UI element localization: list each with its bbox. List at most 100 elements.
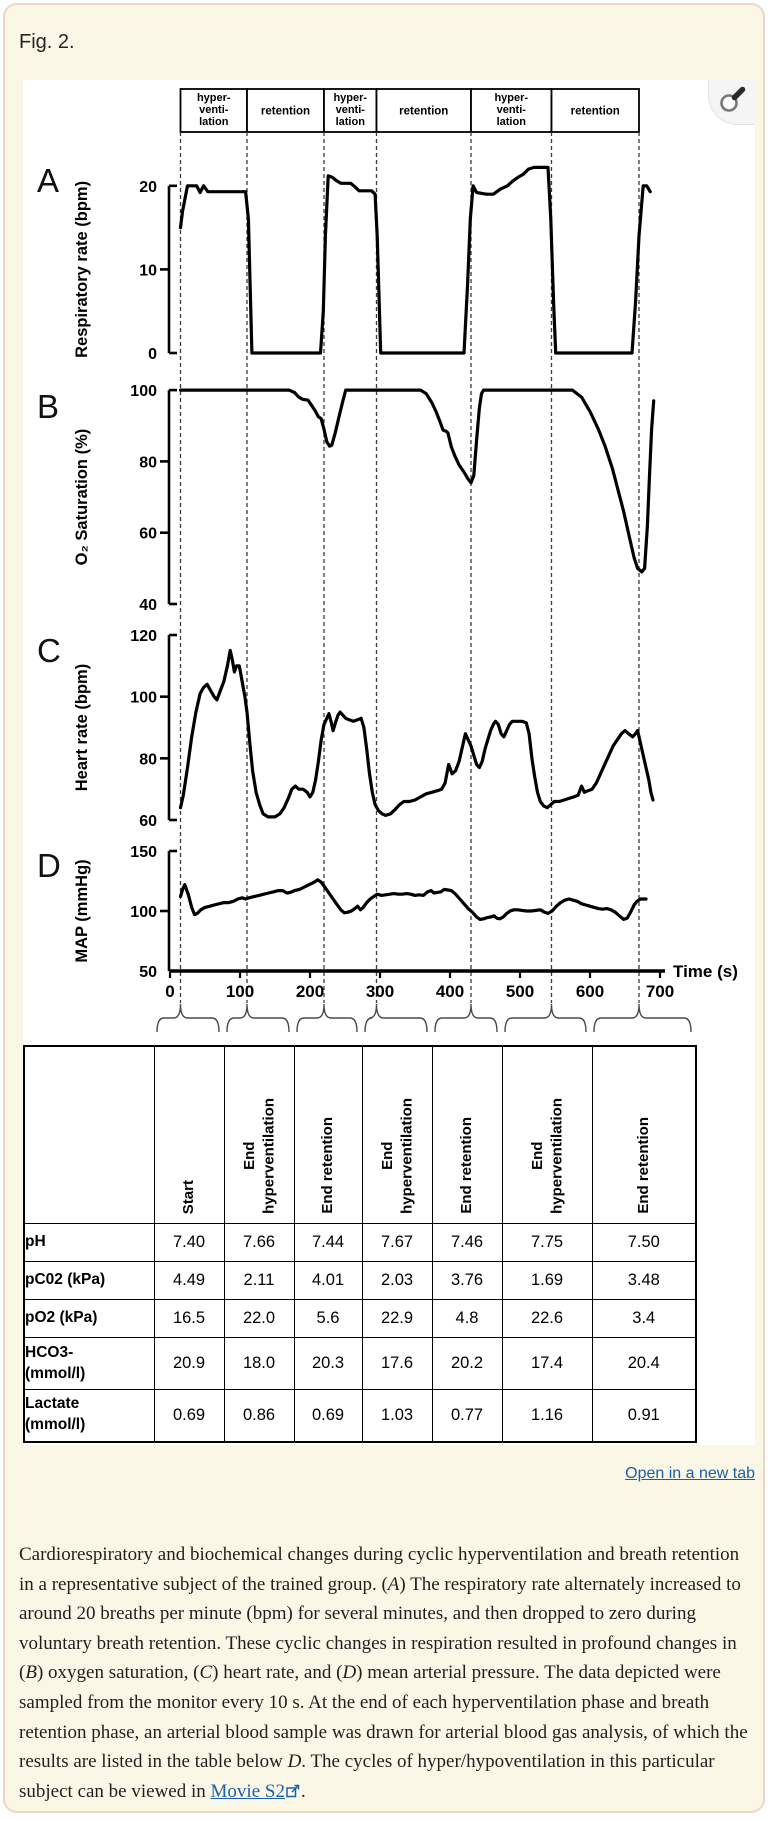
svg-text:20: 20 bbox=[139, 179, 157, 196]
caption-panel-letter: C bbox=[199, 1662, 213, 1684]
table-cell: 1.16 bbox=[501, 1389, 593, 1442]
figure-card: Fig. 2. hyper-venti-lation retention hyper… bbox=[3, 3, 765, 1813]
svg-text:100: 100 bbox=[130, 690, 157, 707]
caption-panel-letter: D bbox=[287, 1751, 302, 1773]
svg-text:D: D bbox=[37, 847, 61, 884]
svg-text:50: 50 bbox=[139, 964, 157, 981]
svg-text:C: C bbox=[37, 632, 61, 669]
svg-text:retention: retention bbox=[399, 106, 448, 118]
table-cell: 4.49 bbox=[153, 1261, 225, 1300]
svg-text:500: 500 bbox=[506, 982, 534, 1001]
table-cell: 1.69 bbox=[501, 1261, 593, 1300]
svg-text:10: 10 bbox=[139, 262, 157, 279]
svg-text:150: 150 bbox=[130, 844, 157, 861]
table-cell: 5.6 bbox=[293, 1299, 363, 1338]
table-row: pC02 (kPa) 4.49 2.11 4.01 2.03 3.76 1.69 3.48 bbox=[23, 1261, 697, 1300]
svg-text:600: 600 bbox=[576, 982, 604, 1001]
svg-text:MAP (mmHg): MAP (mmHg) bbox=[73, 859, 91, 962]
table-cell: 22.9 bbox=[361, 1299, 433, 1338]
table-row-label: pH bbox=[23, 1223, 155, 1262]
table-cell: 7.66 bbox=[223, 1223, 295, 1262]
table-cell: 0.77 bbox=[431, 1389, 503, 1442]
svg-text:100: 100 bbox=[130, 904, 157, 921]
table-col-header: End retention bbox=[431, 1045, 503, 1224]
table-col-header: End retention bbox=[591, 1045, 697, 1224]
table-cell: 7.50 bbox=[591, 1223, 697, 1262]
table-cell: 2.11 bbox=[223, 1261, 295, 1300]
table-cell: 18.0 bbox=[223, 1337, 295, 1390]
svg-text:80: 80 bbox=[139, 751, 157, 768]
svg-text:60: 60 bbox=[139, 813, 157, 830]
table-cell: 17.4 bbox=[501, 1337, 593, 1390]
svg-text:Respiratory rate (bpm): Respiratory rate (bpm) bbox=[73, 181, 91, 358]
svg-text:hyper-venti-lation: hyper-venti-lation bbox=[333, 92, 367, 128]
external-link-icon bbox=[286, 1784, 300, 1797]
svg-text:0: 0 bbox=[148, 346, 157, 363]
table-cell: 3.4 bbox=[591, 1299, 697, 1338]
table-col-header: End hyperventilation bbox=[361, 1045, 433, 1224]
figure-chart[interactable]: hyper-venti-lation retention hyper-venti-l… bbox=[23, 80, 755, 1045]
blood-gas-table: Start End hyperventilation End retention En… bbox=[23, 1045, 697, 1443]
table-cell: 20.3 bbox=[293, 1337, 363, 1390]
table-cell: 7.40 bbox=[153, 1223, 225, 1262]
table-row: pO2 (kPa) 16.5 22.0 5.6 22.9 4.8 22.6 3.4 bbox=[23, 1299, 697, 1338]
svg-text:400: 400 bbox=[436, 982, 464, 1001]
figure-caption: Cardiorespiratory and biochemical change… bbox=[19, 1544, 748, 1802]
svg-text:60: 60 bbox=[139, 526, 157, 543]
open-link-row: Open in a new tab bbox=[5, 1465, 755, 1483]
caption-panel-letter: A bbox=[387, 1573, 400, 1595]
table-col-header: End hyperventilation bbox=[223, 1045, 295, 1224]
table-col-header: Start bbox=[153, 1045, 225, 1224]
open-in-new-tab-link[interactable]: Open in a new tab bbox=[625, 1465, 755, 1482]
figure-label: Fig. 2. bbox=[19, 31, 75, 53]
svg-text:200: 200 bbox=[296, 982, 324, 1001]
table-cell: 0.69 bbox=[153, 1389, 225, 1442]
table-cell: 0.69 bbox=[293, 1389, 363, 1442]
table-col-header: End hyperventilation bbox=[501, 1045, 593, 1224]
table-cell: 7.44 bbox=[293, 1223, 363, 1262]
svg-text:300: 300 bbox=[366, 982, 394, 1001]
table-row-label: pC02 (kPa) bbox=[23, 1261, 155, 1300]
svg-text:B: B bbox=[37, 388, 59, 425]
svg-text:80: 80 bbox=[139, 454, 157, 471]
table-cell: 4.01 bbox=[293, 1261, 363, 1300]
table-cell: 7.67 bbox=[361, 1223, 433, 1262]
table-row: pH 7.40 7.66 7.44 7.67 7.46 7.75 7.50 bbox=[23, 1223, 697, 1262]
svg-text:A: A bbox=[37, 162, 59, 199]
table-cell: 3.48 bbox=[591, 1261, 697, 1300]
svg-text:100: 100 bbox=[130, 383, 157, 400]
table-cell: 20.9 bbox=[153, 1337, 225, 1390]
table-row: Lactate (mmol/l) 0.69 0.86 0.69 1.03 0.77 1.16… bbox=[23, 1389, 697, 1442]
svg-text:hyper-venti-lation: hyper-venti-lation bbox=[494, 92, 528, 128]
svg-text:retention: retention bbox=[261, 106, 310, 118]
svg-text:O₂ Saturation (%): O₂ Saturation (%) bbox=[73, 429, 91, 566]
svg-text:retention: retention bbox=[571, 106, 620, 118]
caption-panel-letter: B bbox=[25, 1662, 37, 1684]
table-cell: 7.46 bbox=[431, 1223, 503, 1262]
table-cell: 20.4 bbox=[591, 1337, 697, 1390]
magnifier-icon bbox=[720, 86, 746, 112]
svg-text:120: 120 bbox=[130, 628, 157, 645]
caption-panel-letter: D bbox=[342, 1662, 357, 1684]
table-cell: 4.8 bbox=[431, 1299, 503, 1338]
table-cell: 22.6 bbox=[501, 1299, 593, 1338]
table-cell: 20.2 bbox=[431, 1337, 503, 1390]
table-corner-cell bbox=[23, 1045, 155, 1224]
svg-text:Time (s): Time (s) bbox=[673, 962, 738, 981]
table-cell: 22.0 bbox=[223, 1299, 295, 1338]
movie-s2-link[interactable]: Movie S2 bbox=[210, 1780, 285, 1802]
table-row-label: Lactate (mmol/l) bbox=[23, 1389, 155, 1442]
svg-text:100: 100 bbox=[226, 982, 254, 1001]
svg-text:Heart rate (bpm): Heart rate (bpm) bbox=[73, 664, 91, 791]
table-row-label: HCO3- (mmol/l) bbox=[23, 1337, 155, 1390]
table-cell: 0.86 bbox=[223, 1389, 295, 1442]
table-cell: 3.76 bbox=[431, 1261, 503, 1300]
table-row-label: pO2 (kPa) bbox=[23, 1299, 155, 1338]
svg-text:700: 700 bbox=[646, 982, 674, 1001]
table-cell: 7.75 bbox=[501, 1223, 593, 1262]
table-cell: 1.03 bbox=[361, 1389, 433, 1442]
svg-text:hyper-venti-lation: hyper-venti-lation bbox=[197, 92, 231, 128]
table-cell: 16.5 bbox=[153, 1299, 225, 1338]
table-cell: 0.91 bbox=[591, 1389, 697, 1442]
table-row: HCO3- (mmol/l) 20.9 18.0 20.3 17.6 20.2 17.4 20… bbox=[23, 1337, 697, 1390]
